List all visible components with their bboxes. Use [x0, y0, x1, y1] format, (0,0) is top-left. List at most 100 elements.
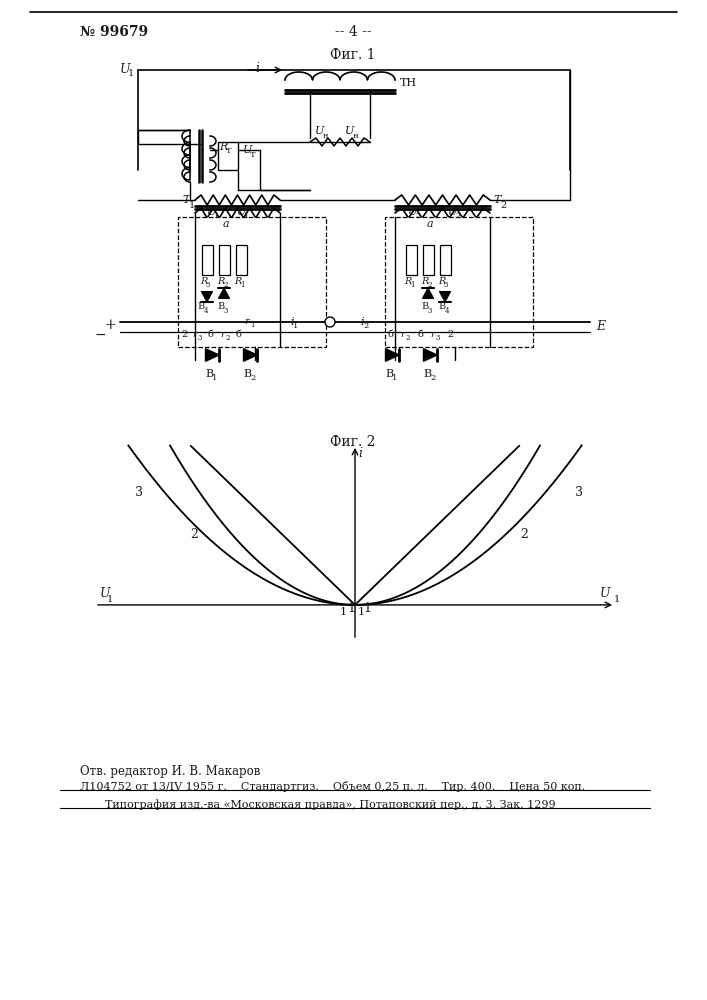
- Bar: [178, 217, 326, 347]
- Text: a: a: [427, 219, 433, 229]
- Text: 1: 1: [250, 321, 255, 329]
- Text: TH: TH: [400, 78, 417, 88]
- Polygon shape: [218, 288, 230, 298]
- Text: U: U: [120, 63, 131, 76]
- Text: 3: 3: [444, 281, 448, 289]
- Text: 2: 2: [455, 212, 460, 220]
- Text: T: T: [226, 147, 232, 155]
- Bar: [201, 245, 213, 275]
- Polygon shape: [385, 349, 399, 361]
- Text: +: +: [104, 318, 116, 332]
- Text: R: R: [421, 277, 428, 286]
- Text: 4: 4: [445, 307, 450, 315]
- Text: Фиг. 1: Фиг. 1: [330, 48, 375, 62]
- Text: б: б: [388, 330, 394, 339]
- Text: 1: 1: [214, 212, 219, 220]
- Text: r: r: [244, 317, 249, 326]
- Text: б: б: [236, 330, 242, 339]
- Text: 3: 3: [197, 334, 201, 342]
- Text: б: б: [418, 330, 424, 339]
- Text: B: B: [385, 369, 393, 379]
- Text: B: B: [438, 302, 445, 311]
- Text: B: B: [421, 302, 428, 311]
- Polygon shape: [422, 288, 433, 298]
- Text: 2: 2: [430, 374, 436, 382]
- Text: 2: 2: [190, 528, 198, 541]
- Polygon shape: [439, 292, 450, 302]
- Text: 3: 3: [575, 486, 583, 499]
- Text: B: B: [423, 369, 431, 379]
- Text: 1: 1: [410, 281, 414, 289]
- Text: r: r: [430, 330, 435, 339]
- Text: 1: 1: [358, 607, 365, 617]
- Text: r: r: [400, 330, 404, 339]
- Text: 2: 2: [181, 330, 187, 339]
- Text: 2: 2: [223, 281, 228, 289]
- Text: U: U: [448, 207, 457, 217]
- Text: 1: 1: [392, 374, 397, 382]
- Text: U: U: [243, 145, 252, 155]
- Text: 2: 2: [427, 281, 431, 289]
- Text: ': ': [247, 207, 250, 217]
- Text: Отв. редактор И. В. Макаров: Отв. редактор И. В. Макаров: [80, 765, 260, 778]
- Bar: [218, 142, 238, 170]
- Text: 3: 3: [206, 281, 211, 289]
- Circle shape: [325, 317, 335, 327]
- Bar: [385, 217, 533, 347]
- Text: 3: 3: [436, 334, 440, 342]
- Text: 3: 3: [224, 307, 228, 315]
- Text: 2: 2: [363, 322, 368, 330]
- Text: R: R: [219, 142, 228, 152]
- Text: U: U: [207, 207, 216, 217]
- Text: 1: 1: [614, 595, 620, 604]
- Text: 2: 2: [447, 330, 453, 339]
- Text: B: B: [205, 369, 213, 379]
- Text: 1: 1: [293, 322, 298, 330]
- Text: 1: 1: [240, 281, 245, 289]
- Text: 1: 1: [128, 69, 134, 78]
- Bar: [235, 245, 247, 275]
- Text: 4: 4: [204, 307, 209, 315]
- Text: 1: 1: [347, 602, 355, 615]
- Bar: [423, 245, 433, 275]
- Text: i: i: [360, 317, 363, 327]
- Text: R: R: [404, 277, 411, 286]
- Text: a: a: [223, 219, 229, 229]
- Text: б: б: [207, 330, 213, 339]
- Text: н: н: [353, 132, 358, 140]
- Text: 2: 2: [250, 374, 255, 382]
- Text: 2: 2: [415, 212, 420, 220]
- Text: T: T: [493, 195, 501, 205]
- Text: 2: 2: [225, 334, 230, 342]
- Text: B: B: [243, 369, 251, 379]
- Text: Л104752 от 13/IV 1955 г.    Стандартгиз.    Объем 0,25 п. л.    Тир. 400.    Цен: Л104752 от 13/IV 1955 г. Стандартгиз. Об…: [80, 781, 585, 792]
- Text: T: T: [250, 151, 256, 159]
- Text: 1: 1: [340, 607, 347, 617]
- Text: E: E: [596, 320, 605, 333]
- Text: Типография изд.-ва «Московская правда», Потаповский пер., д. 3. Зак. 1299: Типография изд.-ва «Московская правда», …: [105, 799, 556, 810]
- Polygon shape: [243, 349, 257, 361]
- Text: ': ': [457, 207, 460, 217]
- Text: i: i: [358, 447, 362, 460]
- Text: 1: 1: [244, 212, 250, 220]
- Text: r: r: [192, 330, 197, 339]
- Polygon shape: [206, 349, 219, 361]
- Text: 3: 3: [135, 486, 143, 499]
- Text: −: −: [94, 328, 106, 342]
- Text: i: i: [290, 317, 293, 327]
- Bar: [440, 245, 450, 275]
- Text: U: U: [315, 126, 325, 136]
- Text: Фиг. 2: Фиг. 2: [330, 435, 375, 449]
- Text: R: R: [438, 277, 445, 286]
- Text: н: н: [323, 132, 329, 140]
- Text: U: U: [237, 207, 246, 217]
- Text: -- 4 --: -- 4 --: [334, 25, 371, 39]
- Bar: [406, 245, 416, 275]
- Text: 2: 2: [406, 334, 411, 342]
- Text: R: R: [234, 277, 241, 286]
- Text: 3: 3: [428, 307, 433, 315]
- Polygon shape: [423, 349, 437, 361]
- Text: 1: 1: [212, 374, 217, 382]
- Text: U: U: [600, 587, 610, 600]
- Text: 2: 2: [520, 528, 528, 541]
